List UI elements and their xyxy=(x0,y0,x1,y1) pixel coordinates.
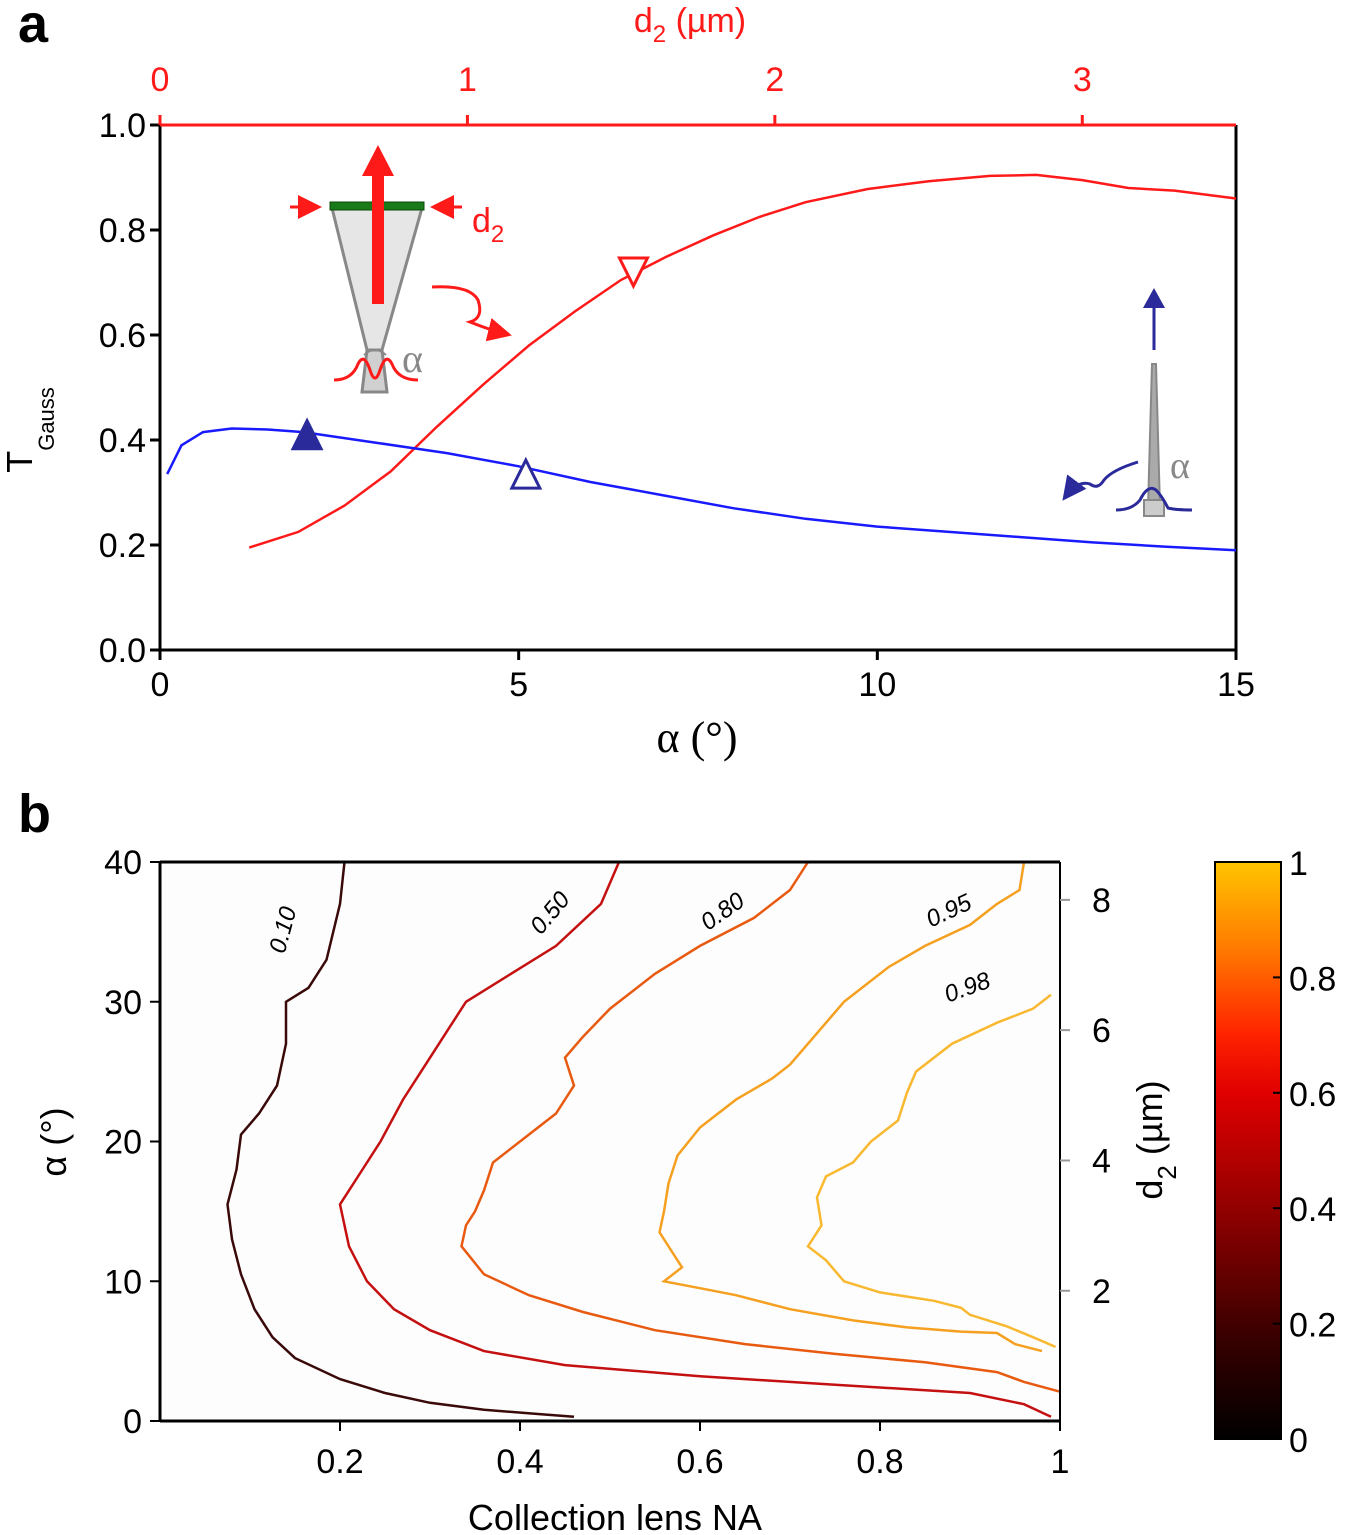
tip-base xyxy=(1143,499,1165,517)
colorbar-tick-label: 0.6 xyxy=(1289,1076,1336,1114)
series-line xyxy=(166,427,1237,552)
angle-arc xyxy=(363,349,387,356)
panel-a-label: a xyxy=(18,0,49,54)
curve-pointer-arrow xyxy=(431,285,512,342)
colorbar-ticks: 0 0.2 0.4 0.6 0.8 1 xyxy=(1273,845,1336,1460)
x-tick-label-a: 0 xyxy=(151,666,170,704)
contour-line xyxy=(460,861,1061,1393)
x-tick-label-b: 0.2 xyxy=(316,1443,363,1481)
y-tick-label-b: 0 xyxy=(123,1403,142,1441)
top-tick-label-a: 2 xyxy=(765,61,784,99)
right-tick-label-b: 8 xyxy=(1092,882,1111,920)
inset-left-alpha-label: α xyxy=(402,336,423,381)
panel-b-axes: 0 10 20 30 40 0.2 0.4 0.6 0.8 1 2 4 6 8 xyxy=(104,844,1111,1481)
top-axis-title: d2 (µm) xyxy=(634,2,746,48)
inset-left-d2-label: d2 xyxy=(472,202,504,248)
panel-a-axes: 0.00.20.40.60.81.00 5 10 150 1 2 3 xyxy=(99,61,1255,704)
x-tick-label-a: 15 xyxy=(1217,666,1255,704)
top-tick-label-a: 3 xyxy=(1073,61,1092,99)
open-down-triangle xyxy=(617,256,650,290)
contour-line xyxy=(338,861,1052,1418)
y-axis-label-a: TGauss xyxy=(0,387,59,473)
x-axis-label-b: Collection lens NA xyxy=(468,1497,762,1535)
x-tick-label-a: 10 xyxy=(858,666,896,704)
inset-right-alpha-label: α xyxy=(1170,445,1190,487)
filled-up-triangle xyxy=(290,417,324,451)
y-tick-label-a: 0.6 xyxy=(99,317,146,355)
y-tick-label-b: 30 xyxy=(104,984,142,1022)
taper-tip xyxy=(360,348,389,394)
blue-gaussian xyxy=(1115,486,1193,512)
colorbar-tick-label: 1 xyxy=(1289,845,1308,883)
output-arrow-head xyxy=(362,145,394,176)
y-tick-label-a: 1.0 xyxy=(99,107,146,145)
x-tick-label-b: 0.8 xyxy=(856,1443,903,1481)
top-tick-label-a: 1 xyxy=(458,61,477,99)
colorbar xyxy=(1214,861,1282,1440)
panel-a-series xyxy=(166,173,1237,552)
x-axis-label-a: α (°) xyxy=(657,713,738,762)
right-tick-label-b: 6 xyxy=(1092,1012,1111,1050)
blue-output-head xyxy=(1143,288,1165,308)
panel-a-markers xyxy=(290,256,650,490)
contour-line xyxy=(806,993,1056,1349)
colorbar-tick-label: 0.2 xyxy=(1289,1307,1336,1345)
series-line xyxy=(248,173,1237,549)
x-tick-label-b: 1 xyxy=(1051,1443,1070,1481)
top-tick-label-a: 0 xyxy=(151,61,170,99)
contour-line xyxy=(658,861,1043,1353)
right-tick-label-b: 4 xyxy=(1092,1143,1111,1181)
y-tick-label-b: 40 xyxy=(104,844,142,882)
x-tick-label-a: 5 xyxy=(509,666,528,704)
open-up-triangle xyxy=(509,456,543,490)
y-tick-label-a: 0.0 xyxy=(99,632,146,670)
right-axis-label-b: d2 (µm) xyxy=(1129,1080,1182,1199)
y-tick-label-a: 0.4 xyxy=(99,422,146,460)
contour-line xyxy=(226,861,575,1419)
sharp-tip xyxy=(1146,363,1162,509)
inset-right-schematic: α xyxy=(1062,288,1193,517)
x-tick-label-b: 0.4 xyxy=(496,1443,543,1481)
y-tick-label-a: 0.2 xyxy=(99,527,146,565)
x-tick-label-b: 0.6 xyxy=(676,1443,723,1481)
input-gaussian xyxy=(333,357,419,382)
panel-a: a d2 (µm) 0.00.20.40.60.81.00 5 10 150 1 2 3 T… xyxy=(0,0,1255,762)
blue-pointer-arrow xyxy=(1062,460,1139,501)
panel-b-label: b xyxy=(18,784,51,844)
colorbar-tick-label: 0 xyxy=(1289,1422,1308,1460)
inset-left-schematic: d2 α xyxy=(290,145,512,394)
y-axis-label-b: α (°) xyxy=(33,1107,74,1176)
y-tick-label-b: 20 xyxy=(104,1124,142,1162)
colorbar-tick-label: 0.8 xyxy=(1289,960,1336,998)
colorbar-tick-label: 0.4 xyxy=(1289,1191,1336,1229)
y-tick-label-b: 10 xyxy=(104,1263,142,1301)
right-tick-label-b: 2 xyxy=(1092,1273,1111,1311)
y-tick-label-a: 0.8 xyxy=(99,212,146,250)
